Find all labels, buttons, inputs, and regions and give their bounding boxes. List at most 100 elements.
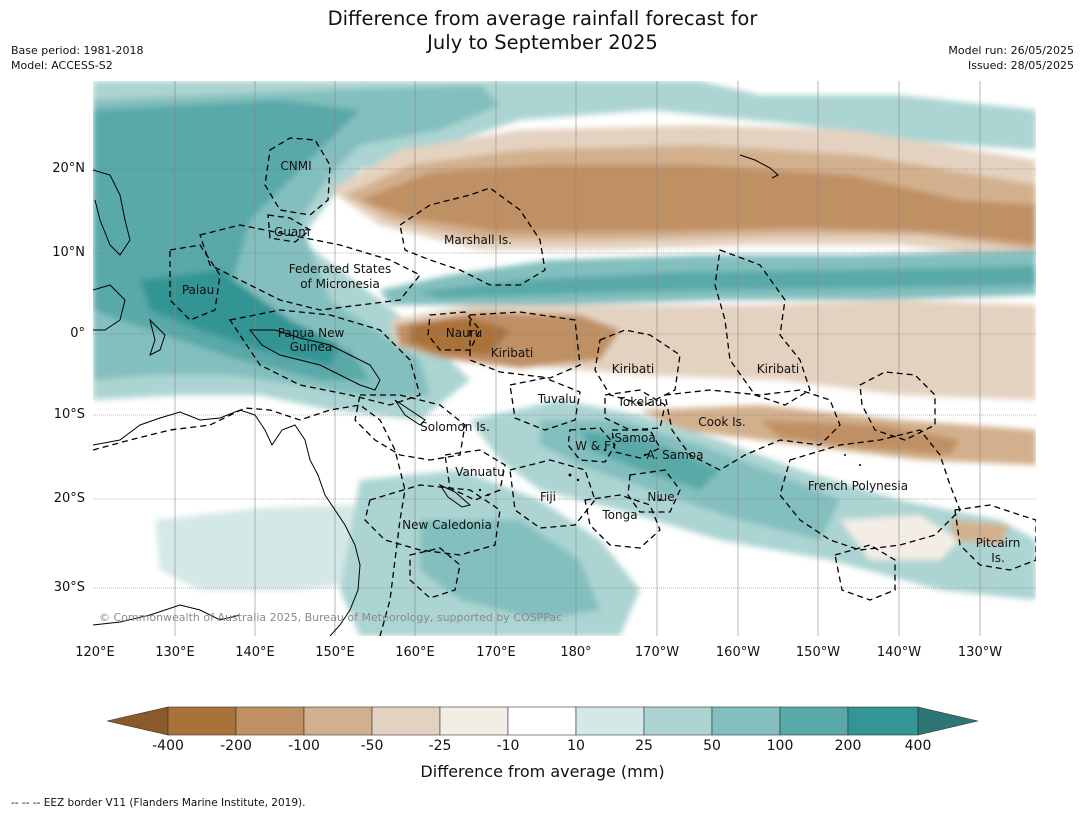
- x-tick-120e: 120°E: [75, 645, 115, 660]
- eez-niue: [627, 469, 681, 513]
- eez-kiribati-c: [594, 329, 681, 406]
- eez-norfolk: [409, 547, 461, 599]
- eez-tuvalu: [509, 377, 581, 431]
- issued-text: Issued: 28/05/2025: [967, 59, 1074, 72]
- cb-tick-10: 200: [834, 738, 862, 754]
- label-png-1: Papua New: [278, 326, 345, 340]
- y-tick-30s: 30°S: [53, 580, 85, 595]
- title-line-1: Difference from average rainfall forecas…: [327, 7, 758, 30]
- label-pitcairn-1: Pitcairn: [976, 536, 1021, 550]
- eez-fiji: [509, 459, 596, 529]
- colorbar-segment-4: [371, 706, 441, 736]
- label-fiji: Fiji: [540, 490, 556, 504]
- eez-tonga: [584, 494, 661, 549]
- cb-tick-5: -10: [496, 738, 520, 754]
- coastline-philippines: [93, 169, 131, 256]
- colorbar: [106, 705, 979, 737]
- eez-wf: [567, 427, 616, 463]
- meta-left: Base period: 1981-2018 Model: ACCESS-S2: [11, 43, 143, 73]
- coastline-newcal: [438, 483, 472, 508]
- label-vanuatu: Vanuatu: [455, 465, 505, 479]
- eez-pitcairn: [954, 504, 1036, 571]
- cb-tick-9: 100: [766, 738, 794, 754]
- cb-tick-7: 25: [635, 738, 653, 754]
- meta-right: Model run: 26/05/2025 Issued: 28/05/2025: [948, 43, 1074, 73]
- eez-marshall: [399, 187, 546, 286]
- label-nauru: Nauru: [446, 326, 482, 340]
- colorbar-label: Difference from average (mm): [420, 762, 665, 781]
- label-palau: Palau: [182, 283, 214, 297]
- label-tonga: Tonga: [601, 508, 637, 522]
- eez-footnote: -- -- -- EEZ border V11 (Flanders Marine…: [11, 797, 306, 809]
- eez-kiribati-e: [714, 249, 811, 406]
- x-tick-140w: 140°W: [876, 645, 922, 660]
- eez-cook: [664, 389, 841, 471]
- label-png-2: Guinea: [290, 340, 333, 354]
- label-kiribati-c: Kiribati: [612, 362, 654, 376]
- colorbar-segment-2: [235, 706, 305, 736]
- title-line-2: July to September 2025: [427, 31, 658, 54]
- label-marshall: Marshall Is.: [444, 233, 512, 247]
- y-tick-10s: 10°S: [53, 407, 85, 422]
- brown-band-north-core: [360, 165, 1036, 245]
- colorbar-segment-1: [167, 706, 237, 736]
- label-asamoa: A. Samoa: [647, 448, 704, 462]
- cb-tick-8: 50: [703, 738, 721, 754]
- colorbar-segment-11: [847, 706, 919, 736]
- x-tick-150e: 150°E: [315, 645, 355, 660]
- cb-tick-6: 10: [567, 738, 585, 754]
- label-frpoly: French Polynesia: [808, 479, 908, 493]
- x-tick-170w: 170°W: [634, 645, 680, 660]
- colorbar-segment-12: [917, 706, 979, 736]
- x-tick-160e: 160°E: [395, 645, 435, 660]
- eez-cnmi: [264, 137, 331, 216]
- coastline-sulawesi: [149, 318, 166, 356]
- coastline-solomons: [394, 399, 426, 426]
- coastline-png: [248, 329, 381, 391]
- label-guam: Guam: [274, 225, 310, 239]
- eez-samoa: [611, 429, 661, 459]
- x-tick-130e: 130°E: [155, 645, 195, 660]
- cb-tick-3: -50: [360, 738, 384, 754]
- x-tick-130w: 130°W: [957, 645, 1003, 660]
- eez-frpoly-north: [859, 371, 936, 441]
- eez-guam: [267, 214, 312, 243]
- label-fsm-2: of Micronesia: [300, 277, 380, 291]
- brown-patch-se: [840, 515, 960, 560]
- x-tick-150w: 150°W: [795, 645, 841, 660]
- coastline-tasmania-bight: [93, 604, 241, 626]
- label-cook: Cook Is.: [698, 415, 745, 429]
- eez-kiribati-w: [469, 311, 581, 379]
- y-tick-eq: 0°: [70, 326, 85, 341]
- label-kiribati-w: Kiribati: [491, 346, 533, 360]
- eez-fsm: [199, 224, 422, 311]
- label-pitcairn-2: Is.: [991, 551, 1005, 565]
- eez-tokelau: [604, 389, 666, 431]
- eez-solomon: [354, 394, 466, 461]
- cb-tick-11: 400: [904, 738, 932, 754]
- model-text: Model: ACCESS-S2: [11, 59, 113, 72]
- colorbar-segment-7: [575, 706, 645, 736]
- rainfall-map: CNMI Guam Marshall Is. Federated States …: [93, 81, 1036, 636]
- label-fsm-1: Federated States: [289, 262, 391, 276]
- brown-tongue-eq-core: [410, 318, 510, 355]
- eez-palau: [169, 244, 221, 321]
- y-tick-20s: 20°S: [53, 491, 85, 506]
- teal-stripe-itcz-core: [420, 266, 1036, 298]
- label-newcal: New Caledonia: [402, 518, 492, 532]
- x-tick-160w: 160°W: [715, 645, 761, 660]
- cb-tick-0: -400: [152, 738, 184, 754]
- label-wf: W & F: [575, 439, 611, 453]
- eez-australia: [93, 404, 406, 636]
- colorbar-segment-8: [643, 706, 713, 736]
- label-tokelau: Tokelau: [617, 395, 663, 409]
- eez-newcal: [364, 484, 501, 556]
- colorbar-segment-10: [779, 706, 849, 736]
- label-cnmi: CNMI: [280, 159, 311, 173]
- colorbar-segment-6: [507, 706, 577, 736]
- eez-kermadec: [834, 544, 896, 601]
- eez-frpoly: [779, 429, 961, 551]
- cb-tick-2: -100: [288, 738, 320, 754]
- label-samoa: Samoa: [614, 431, 655, 445]
- base-period-text: Base period: 1981-2018: [11, 44, 144, 57]
